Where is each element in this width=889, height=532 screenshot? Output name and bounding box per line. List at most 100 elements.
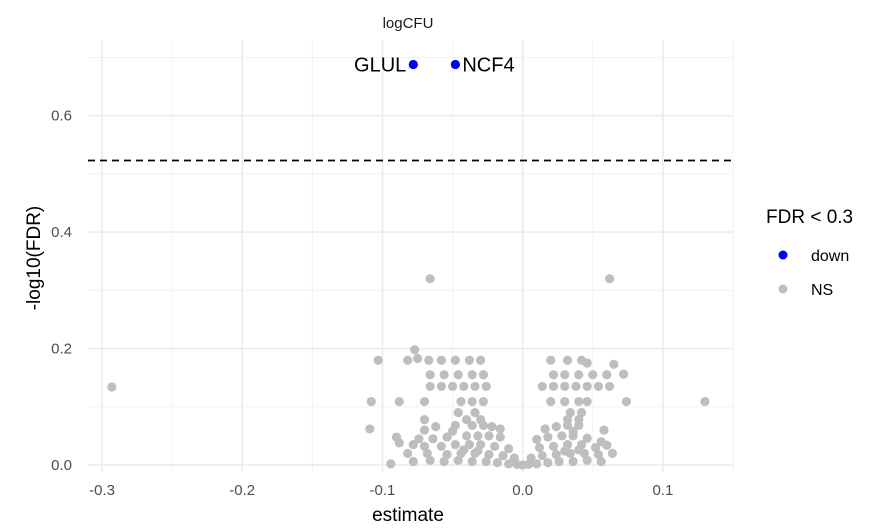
down-point <box>450 59 460 70</box>
ns-point <box>419 415 430 425</box>
ns-points-layer <box>107 274 710 470</box>
ns-point <box>464 355 474 365</box>
ns-point <box>537 381 547 392</box>
ns-point <box>403 355 413 365</box>
ns-point <box>621 396 632 407</box>
ns-point <box>461 431 472 441</box>
y-tick-label: 0.6 <box>51 108 72 125</box>
ns-point <box>408 456 418 467</box>
ns-point <box>548 441 559 451</box>
y-axis-title: -log10(FDR) <box>24 206 45 311</box>
gene-label-ncf4: NCF4 <box>462 54 514 76</box>
ns-point <box>593 449 603 460</box>
ns-point <box>534 442 545 453</box>
ns-point <box>588 370 598 380</box>
ns-point <box>602 370 612 380</box>
down-point <box>408 59 418 70</box>
ns-point <box>453 455 463 465</box>
ns-point <box>504 459 514 469</box>
ns-point <box>576 408 587 418</box>
ns-point <box>582 455 592 465</box>
ns-point <box>424 355 434 365</box>
ns-point <box>386 459 396 469</box>
ns-point <box>419 396 430 407</box>
ns-point <box>473 446 483 456</box>
ns-point <box>467 370 477 380</box>
ns-point <box>551 449 561 460</box>
ns-point <box>484 431 494 441</box>
ns-point <box>605 274 615 284</box>
y-tick-label: 0.4 <box>51 224 72 241</box>
ns-point <box>523 459 533 470</box>
ns-point <box>453 408 463 418</box>
ns-point <box>495 432 505 442</box>
ns-point <box>481 456 491 467</box>
ns-point <box>414 434 424 444</box>
ns-point <box>373 355 383 365</box>
ns-point <box>439 370 449 380</box>
legend-key-down <box>778 250 788 260</box>
ns-point <box>574 445 584 455</box>
ns-point <box>394 438 404 448</box>
ns-point <box>436 441 446 451</box>
ns-point <box>467 456 477 467</box>
ns-point <box>419 441 430 451</box>
ns-point <box>394 396 404 407</box>
chart-title: logCFU <box>383 15 434 32</box>
ns-point <box>425 381 435 392</box>
ns-point <box>459 445 469 455</box>
ns-point <box>548 381 559 392</box>
ns-point <box>365 424 375 434</box>
legend-title: FDR < 0.3 <box>766 207 853 228</box>
down-points-layer <box>408 59 460 70</box>
ns-point <box>504 444 514 454</box>
ns-point <box>543 432 553 442</box>
ns-point <box>540 424 550 434</box>
ns-point <box>431 421 441 432</box>
ns-point <box>478 396 489 407</box>
ns-point <box>428 434 438 444</box>
ns-point <box>412 353 423 364</box>
legend-label-down: down <box>811 248 849 265</box>
ns-point <box>442 449 452 460</box>
ns-point <box>459 381 469 392</box>
ns-point <box>562 420 573 431</box>
legend-key-ns <box>778 284 788 294</box>
ns-point <box>498 451 508 461</box>
ns-point <box>478 420 489 431</box>
ns-point <box>605 381 615 392</box>
ns-point <box>602 440 612 450</box>
ns-point <box>439 456 449 467</box>
ns-point <box>554 456 564 467</box>
x-tick-label: -0.1 <box>370 482 396 499</box>
ns-point <box>596 456 606 467</box>
ns-point <box>560 396 570 407</box>
ns-point <box>467 420 477 431</box>
gene-label-glul: GLUL <box>354 54 406 76</box>
ns-point <box>582 433 592 443</box>
x-tick-label: -0.3 <box>89 482 115 499</box>
ns-point <box>473 431 483 441</box>
x-tick-label: -0.2 <box>229 482 255 499</box>
ns-point <box>487 421 497 432</box>
gene-labels-layer: GLUL NCF4 <box>354 54 515 76</box>
minor-gridlines <box>88 40 734 472</box>
y-tick-label: 0.2 <box>51 341 72 358</box>
ns-point <box>366 396 376 407</box>
ns-point <box>492 458 503 468</box>
ns-point <box>593 381 603 392</box>
ns-point <box>700 396 710 407</box>
ns-point <box>495 424 505 434</box>
ns-point <box>447 426 458 436</box>
ns-point <box>478 370 489 380</box>
y-tick-labels: 0.0 0.2 0.4 0.6 <box>51 108 72 474</box>
ns-point <box>532 459 542 469</box>
ns-point <box>425 274 435 284</box>
ns-point <box>419 425 430 435</box>
ns-point <box>582 381 592 392</box>
ns-point <box>537 451 547 461</box>
ns-point <box>609 359 619 369</box>
ns-point <box>590 442 601 453</box>
ns-point <box>484 449 494 460</box>
ns-point <box>425 370 435 380</box>
